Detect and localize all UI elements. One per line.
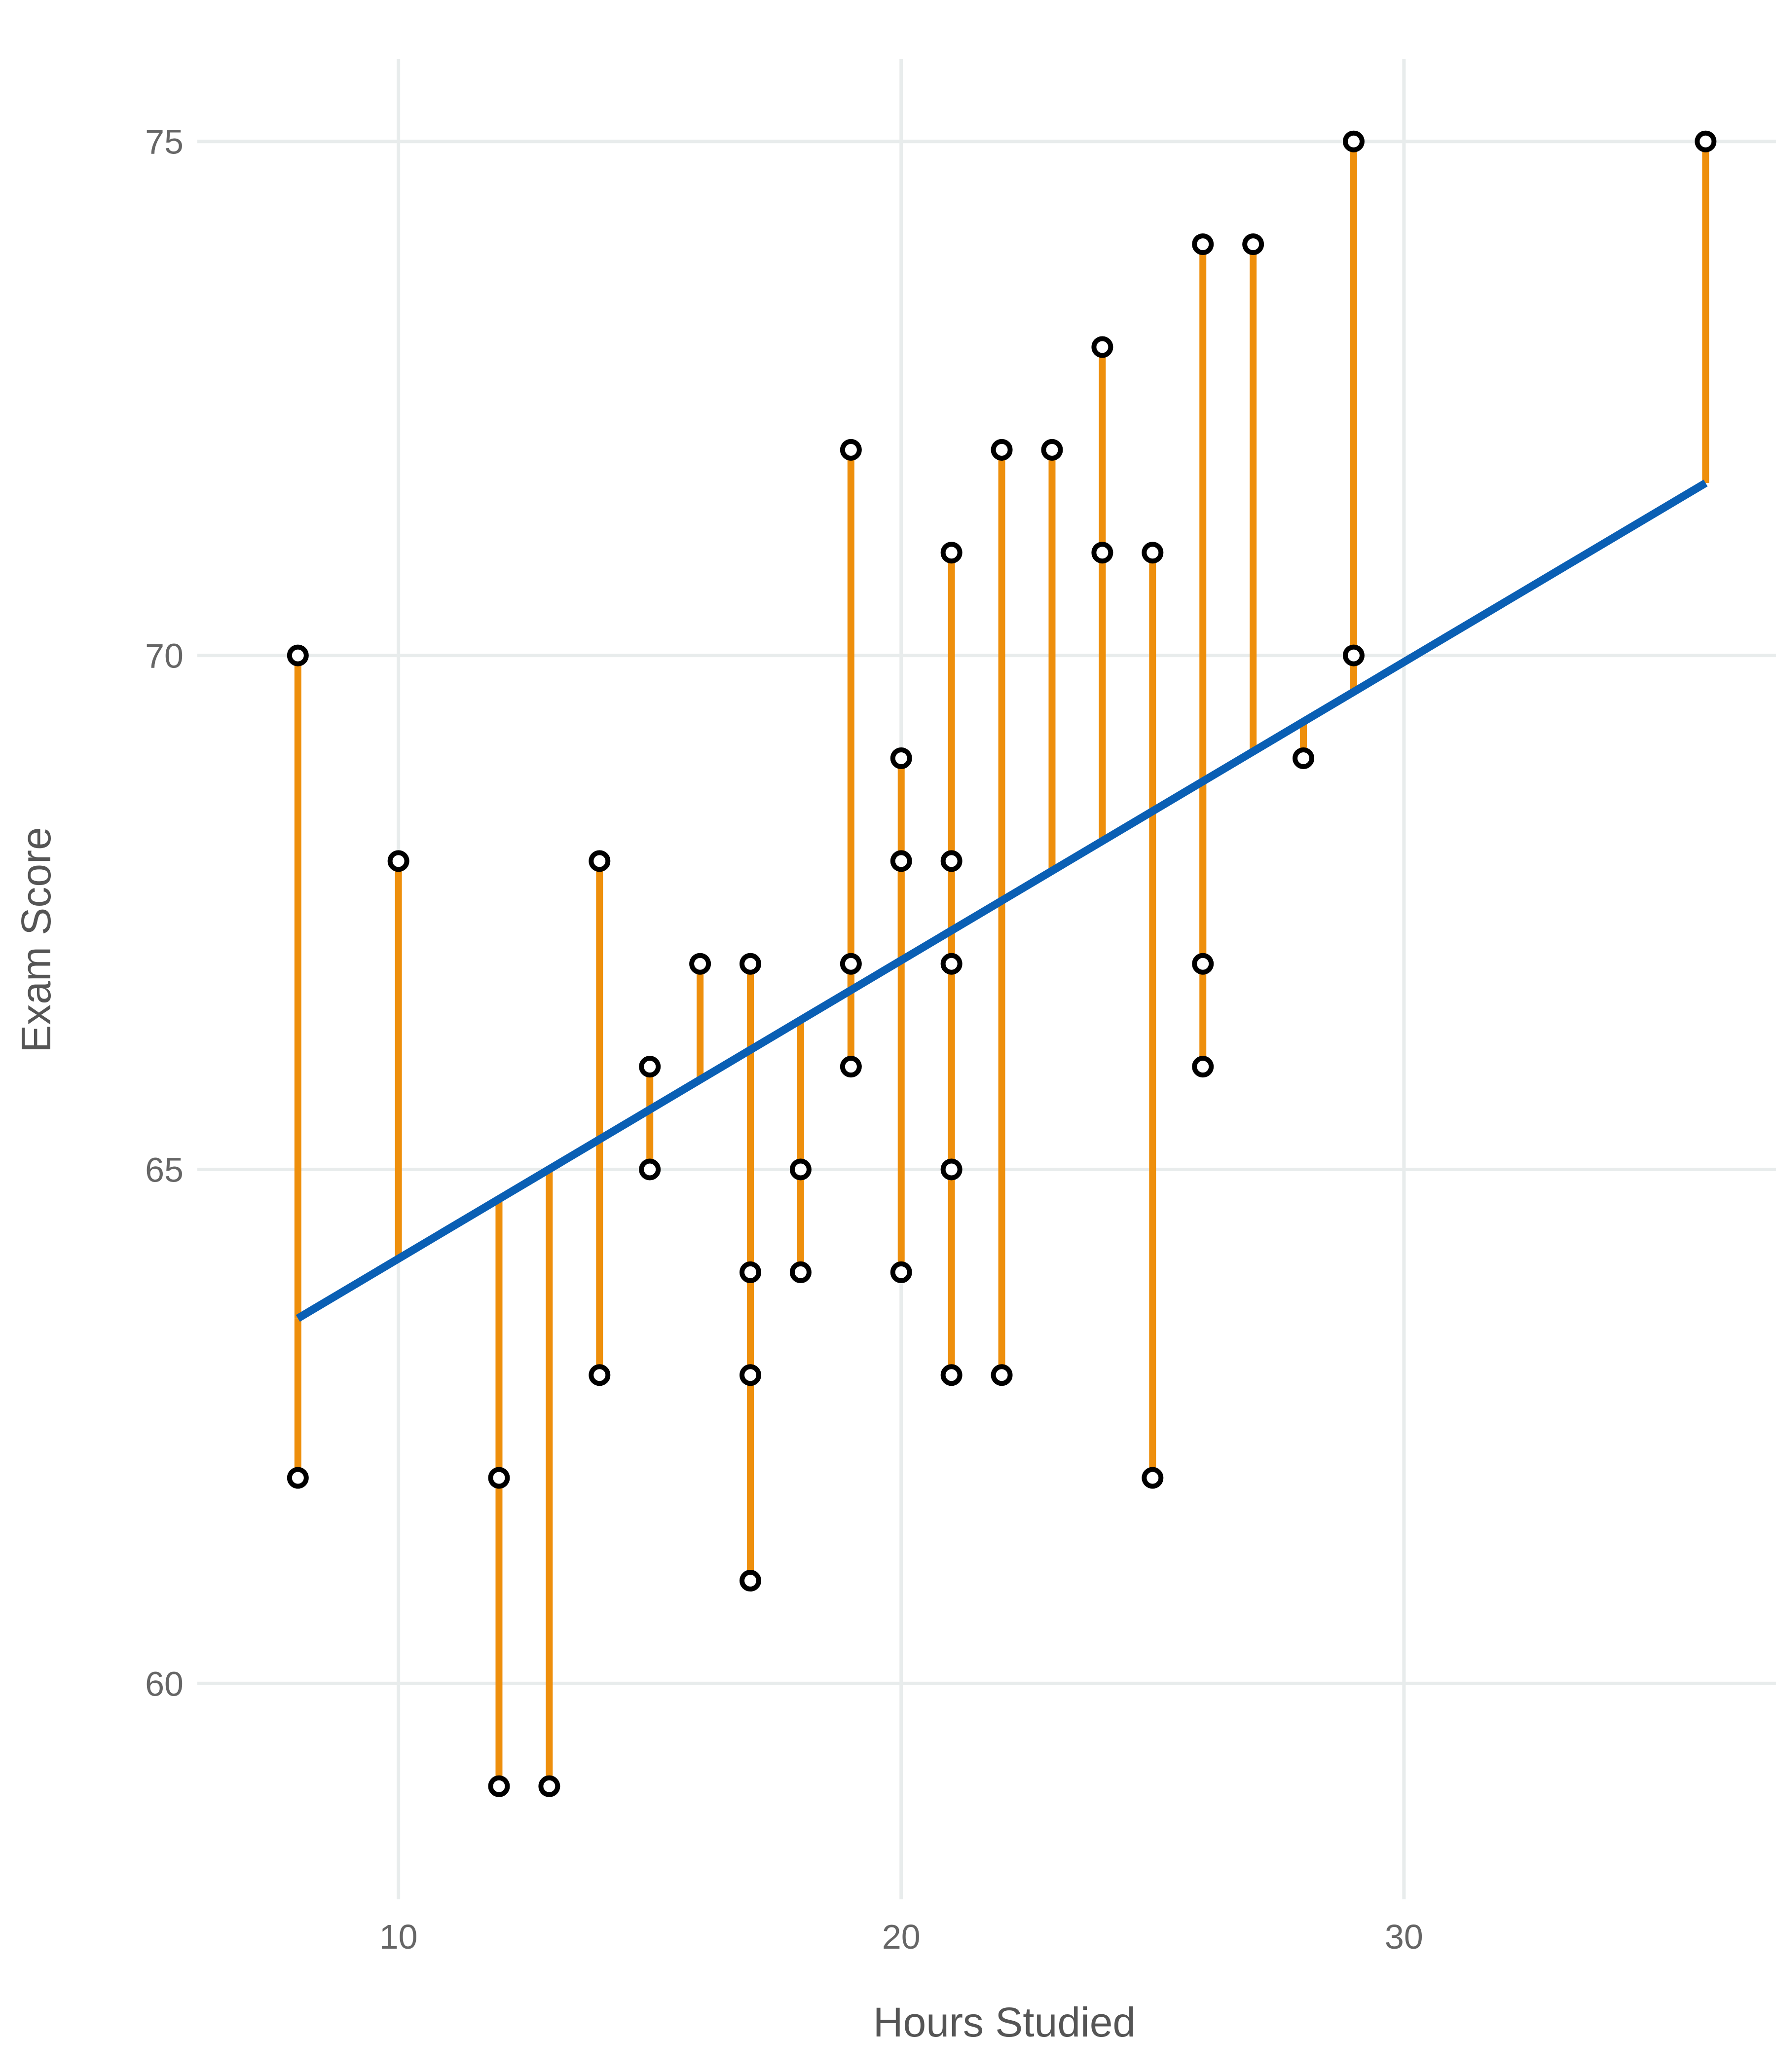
data-point [840, 439, 862, 461]
data-point [840, 953, 862, 975]
x-axis-ticks: 10 20 30 [379, 1918, 1423, 1956]
y-tick-label: 65 [145, 1151, 184, 1189]
data-point [940, 1364, 962, 1386]
data-point [1091, 542, 1113, 564]
data-point [639, 1056, 661, 1078]
x-tick-label: 20 [882, 1918, 921, 1956]
y-axis-title: Exam Score [13, 827, 59, 1053]
data-point [538, 1775, 560, 1797]
x-tick-label: 10 [379, 1918, 418, 1956]
data-point [387, 850, 409, 872]
data-point [488, 1467, 510, 1489]
data-point [991, 439, 1013, 461]
data-point [890, 747, 912, 769]
y-axis-ticks: 60 65 70 75 [145, 123, 184, 1703]
data-point [940, 953, 962, 975]
data-point [740, 953, 762, 975]
data-point [287, 644, 309, 666]
data-point [740, 1364, 762, 1386]
data-point [1192, 1056, 1214, 1078]
data-point [991, 1364, 1013, 1386]
data-point [940, 1158, 962, 1181]
data-point [1242, 233, 1264, 256]
data-point [689, 953, 711, 975]
y-tick-label: 75 [145, 123, 184, 161]
data-point [890, 1261, 912, 1283]
data-point [287, 1467, 309, 1489]
y-tick-label: 70 [145, 637, 184, 675]
residual-lines [294, 141, 1709, 1786]
data-point [789, 1261, 812, 1283]
data-point [1142, 542, 1164, 564]
data-point [1192, 953, 1214, 975]
data-point [488, 1775, 510, 1797]
data-point [940, 542, 962, 564]
y-tick-label: 60 [145, 1665, 184, 1703]
data-point [740, 1261, 762, 1283]
data-point [890, 850, 912, 872]
data-points [287, 130, 1717, 1797]
data-point [789, 1158, 812, 1181]
gridlines [197, 59, 1776, 1899]
data-point [1041, 439, 1063, 461]
data-point [1342, 130, 1365, 152]
regression-line [296, 480, 1708, 1322]
data-point [1192, 233, 1214, 256]
data-point [1342, 644, 1365, 666]
x-axis-title: Hours Studied [873, 1999, 1136, 2045]
data-point [1695, 130, 1717, 152]
data-point [1142, 1467, 1164, 1489]
data-point [940, 850, 962, 872]
regression-line-group [296, 480, 1708, 1322]
data-point [589, 1364, 611, 1386]
data-point [589, 850, 611, 872]
data-point [740, 1570, 762, 1592]
data-point [840, 1056, 862, 1078]
data-point [1091, 336, 1113, 358]
data-point [1293, 747, 1315, 769]
data-point [639, 1158, 661, 1181]
x-tick-label: 30 [1385, 1918, 1423, 1956]
